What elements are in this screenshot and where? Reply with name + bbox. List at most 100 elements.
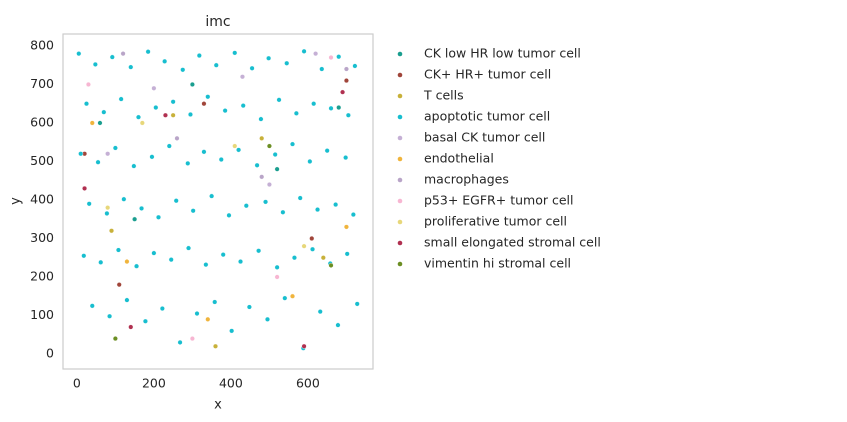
point	[301, 243, 307, 249]
point	[89, 303, 95, 309]
point	[170, 112, 176, 118]
point	[149, 154, 155, 160]
point	[266, 143, 272, 149]
x-tick-label: 600	[296, 376, 320, 391]
point	[177, 339, 183, 345]
point	[213, 62, 219, 68]
point	[156, 214, 162, 220]
point	[220, 252, 226, 258]
legend-marker	[397, 177, 403, 183]
point	[320, 255, 326, 261]
point	[115, 247, 121, 253]
point	[352, 63, 358, 69]
point	[239, 74, 245, 80]
point	[153, 105, 159, 111]
point	[335, 322, 341, 328]
legend-label: apoptotic tumor cell	[424, 109, 550, 124]
point	[173, 198, 179, 204]
point	[116, 282, 122, 288]
chart-title: imc	[205, 14, 230, 30]
point	[205, 94, 211, 100]
point	[142, 318, 148, 324]
legend-label: macrophages	[424, 172, 509, 187]
point	[324, 148, 330, 154]
point	[159, 306, 165, 312]
point	[276, 97, 282, 103]
point	[343, 224, 349, 230]
point	[315, 207, 321, 213]
point	[343, 155, 349, 161]
point	[101, 109, 107, 115]
point	[290, 293, 296, 299]
point	[112, 145, 118, 151]
point	[291, 255, 297, 261]
legend-label: endothelial	[424, 151, 494, 166]
point	[301, 343, 307, 349]
point	[185, 160, 191, 166]
point	[280, 209, 286, 215]
x-tick-label: 200	[142, 376, 166, 391]
y-tick-label: 800	[30, 37, 54, 52]
y-tick-label: 600	[30, 114, 54, 129]
point	[112, 336, 118, 342]
point	[344, 251, 350, 257]
point	[83, 101, 89, 107]
point	[186, 245, 192, 251]
point	[86, 201, 92, 207]
point	[132, 216, 138, 222]
x-tick-label: 0	[73, 376, 81, 391]
point	[98, 259, 104, 265]
point	[104, 210, 110, 216]
point	[254, 162, 260, 168]
point	[201, 101, 207, 107]
point	[203, 262, 209, 268]
point	[336, 105, 342, 111]
x-tick-label: 400	[219, 376, 243, 391]
point	[319, 66, 325, 72]
point	[222, 108, 228, 114]
point	[109, 54, 115, 60]
point	[218, 157, 224, 163]
point	[139, 120, 145, 126]
point	[345, 112, 351, 118]
point	[264, 316, 270, 322]
point	[128, 64, 134, 70]
point	[151, 250, 157, 256]
point	[350, 212, 356, 218]
legend-label: vimentin hi stromal cell	[424, 256, 571, 271]
x-axis-label: x	[214, 398, 222, 413]
point	[284, 60, 290, 66]
point	[118, 96, 124, 102]
point	[196, 53, 202, 59]
point	[229, 328, 235, 334]
point	[232, 50, 238, 56]
point	[190, 208, 196, 214]
point	[274, 274, 280, 280]
point	[105, 205, 111, 211]
point	[121, 196, 127, 202]
point	[232, 143, 238, 149]
legend-marker	[397, 114, 403, 120]
point	[354, 301, 360, 307]
legend-marker	[397, 72, 403, 78]
point	[246, 304, 252, 310]
point	[120, 51, 126, 57]
point	[309, 235, 315, 241]
point	[128, 324, 134, 330]
point	[259, 174, 265, 180]
point	[328, 105, 334, 111]
legend-marker	[397, 51, 403, 57]
points	[76, 48, 360, 351]
legend-marker	[397, 240, 403, 246]
point	[226, 212, 232, 218]
point	[336, 54, 342, 60]
point	[134, 263, 140, 269]
point	[168, 257, 174, 263]
y-tick-label: 400	[30, 191, 54, 206]
point	[343, 66, 349, 72]
legend-label: p53+ EGFR+ tumor cell	[424, 193, 573, 208]
legend-marker	[397, 135, 403, 141]
point	[170, 99, 176, 105]
point	[243, 203, 249, 209]
